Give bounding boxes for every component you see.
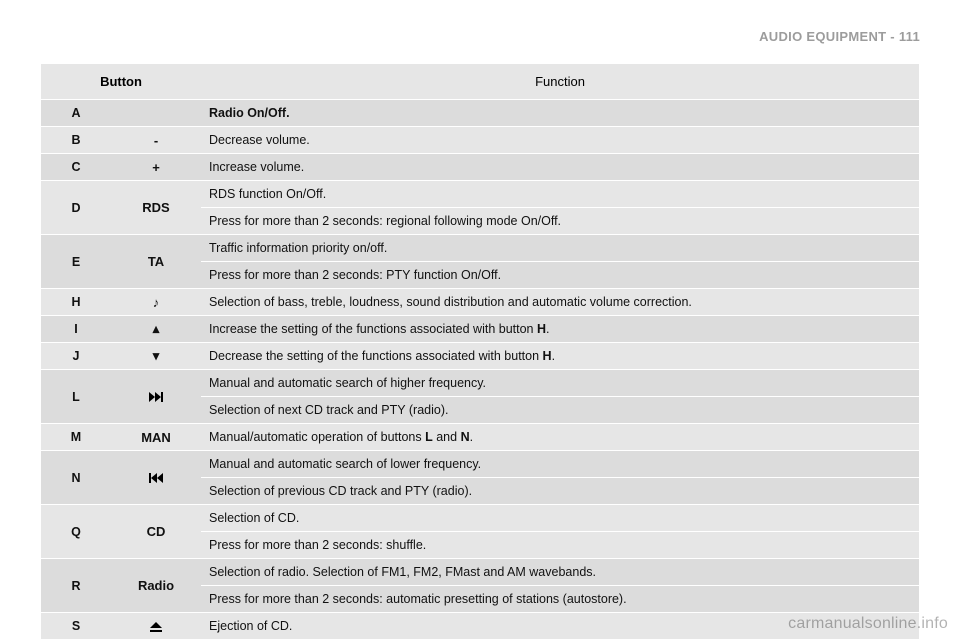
table-row: I ▴ Increase the setting of the functions … [41,316,919,343]
watermark: carmanualsonline.info [788,615,948,633]
button-symbol-cell: ♪ [111,289,201,316]
table-row: L Manual and automatic search of higher f… [41,370,919,424]
table-row: N Manual and automatic search of lower fr… [41,451,919,505]
function-cell: Selection of CD.Press for more than 2 se… [201,505,919,559]
table-header-row: ButtonFunction [41,64,919,100]
function-cell: Traffic information priority on/off.Pres… [201,235,919,289]
button-id: L [41,370,111,424]
function-cell: Manual and automatic search of lower fre… [201,451,919,505]
button-symbol: - [154,133,158,148]
table-row: J ▾ Decrease the setting of the functions … [41,343,919,370]
table-row: D RDS RDS function On/Off.Press for more t… [41,181,919,235]
button-symbol: TA [148,254,164,269]
function-text: Press for more than 2 seconds: shuffle. [201,532,919,558]
table-row: E TA Traffic information priority on/off.P… [41,235,919,289]
button-id: E [41,235,111,289]
function-text: Selection of radio. Selection of FM1, FM… [201,559,919,586]
button-id: B [41,127,111,154]
function-text: Radio On/Off. [201,100,919,127]
function-text: Selection of previous CD track and PTY (… [201,478,919,504]
function-cell: Manual and automatic search of higher fr… [201,370,919,424]
table-row: H ♪ Selection of bass, treble, loudness, s… [41,289,919,316]
button-symbol: Radio [138,578,174,593]
page-title: AUDIO EQUIPMENT - 111 [759,29,920,44]
button-symbol-cell: ▾ [111,343,201,370]
button-symbol-cell [111,100,201,127]
page: AUDIO EQUIPMENT - 111 ButtonFunctionARad… [0,0,960,640]
button-id: C [41,154,111,181]
button-symbol-cell: Radio [111,559,201,613]
table-row: B - Decrease volume. [41,127,919,154]
function-text: RDS function On/Off. [201,181,919,208]
header-button: Button [41,64,201,100]
function-text: Press for more than 2 seconds: automatic… [201,586,919,612]
button-id: S [41,613,111,640]
function-text: Selection of next CD track and PTY (radi… [201,397,919,423]
button-symbol-cell: ▴ [111,316,201,343]
table-row: R Radio Selection of radio. Selection of F… [41,559,919,613]
button-symbol: CD [147,524,166,539]
note-icon: ♪ [153,295,160,310]
function-text: Decrease the setting of the functions as… [201,343,919,370]
function-text: Increase the setting of the functions as… [201,316,919,343]
button-id: R [41,559,111,613]
table-row: A Radio On/Off. [41,100,919,127]
button-symbol-cell [111,613,201,640]
function-text: Traffic information priority on/off. [201,235,919,262]
button-id: J [41,343,111,370]
rew-icon [149,471,163,485]
function-text: Selection of CD. [201,505,919,532]
button-id: Q [41,505,111,559]
button-id: A [41,100,111,127]
function-text: Manual and automatic search of lower fre… [201,451,919,478]
button-symbol-cell: + [111,154,201,181]
button-symbol: MAN [141,430,171,445]
button-id: D [41,181,111,235]
button-symbol-cell: MAN [111,424,201,451]
tri-down-icon: ▾ [153,348,160,363]
table-row: C + Increase volume. [41,154,919,181]
button-function-table: ButtonFunctionARadio On/Off.B-Decrease v… [41,64,919,640]
eject-icon [150,619,162,633]
function-text: Increase volume. [201,154,919,181]
button-symbol-cell: CD [111,505,201,559]
button-symbol-cell: TA [111,235,201,289]
button-symbol-cell [111,451,201,505]
function-text: Decrease volume. [201,127,919,154]
button-symbol: + [152,160,160,175]
function-cell: RDS function On/Off.Press for more than … [201,181,919,235]
button-symbol: RDS [142,200,169,215]
button-id: I [41,316,111,343]
fwd-icon [149,390,163,404]
table-row: M MAN Manual/automatic operation of button… [41,424,919,451]
function-text: Manual and automatic search of higher fr… [201,370,919,397]
tri-up-icon: ▴ [153,321,160,336]
header-function: Function [201,64,919,100]
function-text: Manual/automatic operation of buttons L … [201,424,919,451]
function-text: Press for more than 2 seconds: PTY funct… [201,262,919,288]
function-text: Press for more than 2 seconds: regional … [201,208,919,234]
button-symbol-cell [111,370,201,424]
button-symbol-cell: RDS [111,181,201,235]
button-id: M [41,424,111,451]
button-id: H [41,289,111,316]
button-symbol-cell: - [111,127,201,154]
page-header: AUDIO EQUIPMENT - 111 [0,0,960,46]
button-id: N [41,451,111,505]
function-cell: Selection of radio. Selection of FM1, FM… [201,559,919,613]
table-row: Q CD Selection of CD.Press for more than 2… [41,505,919,559]
function-text: Selection of bass, treble, loudness, sou… [201,289,919,316]
